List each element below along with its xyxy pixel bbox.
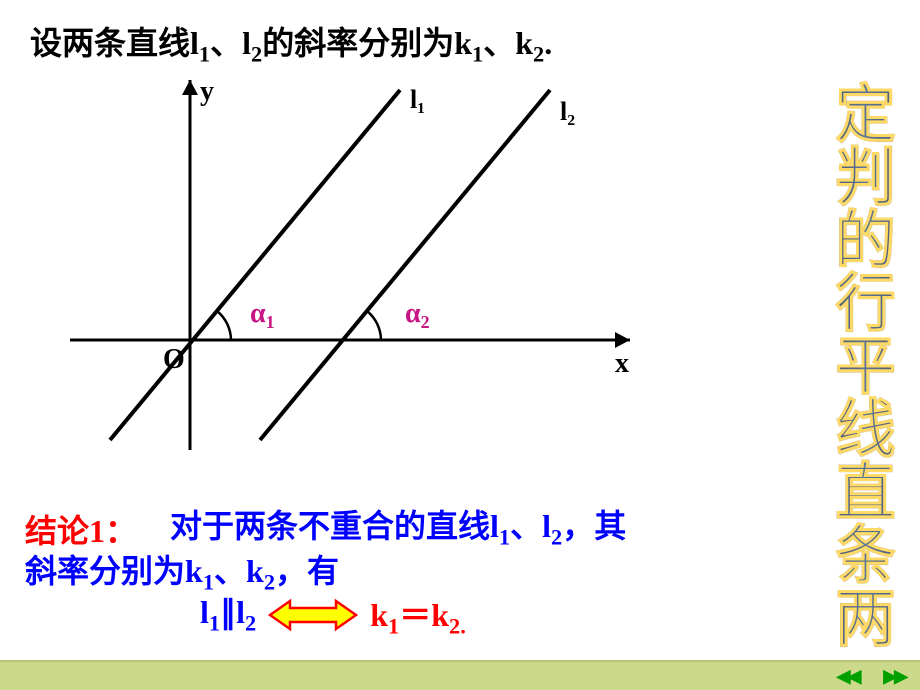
x-axis-label: x (615, 348, 629, 379)
x-axis-arrow-icon (615, 332, 630, 348)
title-part: 、l (210, 25, 251, 61)
formula-left: l1∥l2 (200, 593, 256, 636)
origin-label: O (163, 344, 185, 375)
title-part: 设两条直线l (30, 25, 199, 61)
title-part: 、k (483, 25, 533, 61)
line-l1-label: l₁ (410, 85, 425, 114)
formula-right: k1＝k2. (370, 590, 466, 639)
line-l1 (110, 90, 400, 440)
y-axis-label: y (200, 76, 214, 107)
prev-button[interactable]: ◀◀ (837, 666, 859, 687)
angle-arc-1 (217, 311, 231, 340)
next-button[interactable]: ▶▶ (883, 666, 905, 687)
formula: l1∥l2 k1＝k2. (200, 590, 466, 639)
bottom-bar: ◀◀ ▶▶ (0, 660, 920, 690)
vertical-title-char: 判 (836, 144, 894, 210)
vertical-title-char: 两 (836, 585, 894, 651)
conclusion-line1: 对于两条不重合的直线l1、l2，其 (170, 506, 820, 551)
alpha2-label: α2 (405, 298, 430, 332)
y-axis-arrow-icon (182, 80, 198, 95)
iff-arrow-icon (268, 598, 358, 632)
angle-arc-2 (367, 311, 381, 340)
line-l2-label: l₂ (560, 97, 575, 126)
vertical-title-char: 线 (836, 396, 894, 462)
conclusion-line2: 斜率分别为k1、k2，有 (25, 546, 339, 595)
nav-arrows: ◀◀ ▶▶ (837, 666, 905, 687)
vertical-title-char: 条 (836, 522, 894, 588)
vertical-title-char: 直 (836, 459, 894, 525)
coordinate-graph: O x y l₁ l₂ α1 α2 (60, 60, 660, 460)
slide-content: 设两条直线l1、l2的斜率分别为k1、k2. O x y l₁ l₂ α1 α2… (0, 0, 820, 660)
title-part: 的斜率分别为k (262, 25, 472, 61)
vertical-title-char: 行 (836, 270, 894, 336)
title-part: . (544, 25, 552, 61)
vertical-title-char: 的 (836, 207, 894, 273)
alpha1-label: α1 (250, 298, 275, 332)
vertical-title-char: 定 (836, 81, 894, 147)
vertical-title-char: 平 (836, 333, 894, 399)
vertical-title: 两条直线平行的判定 (817, 10, 912, 650)
line-l2 (260, 90, 550, 440)
